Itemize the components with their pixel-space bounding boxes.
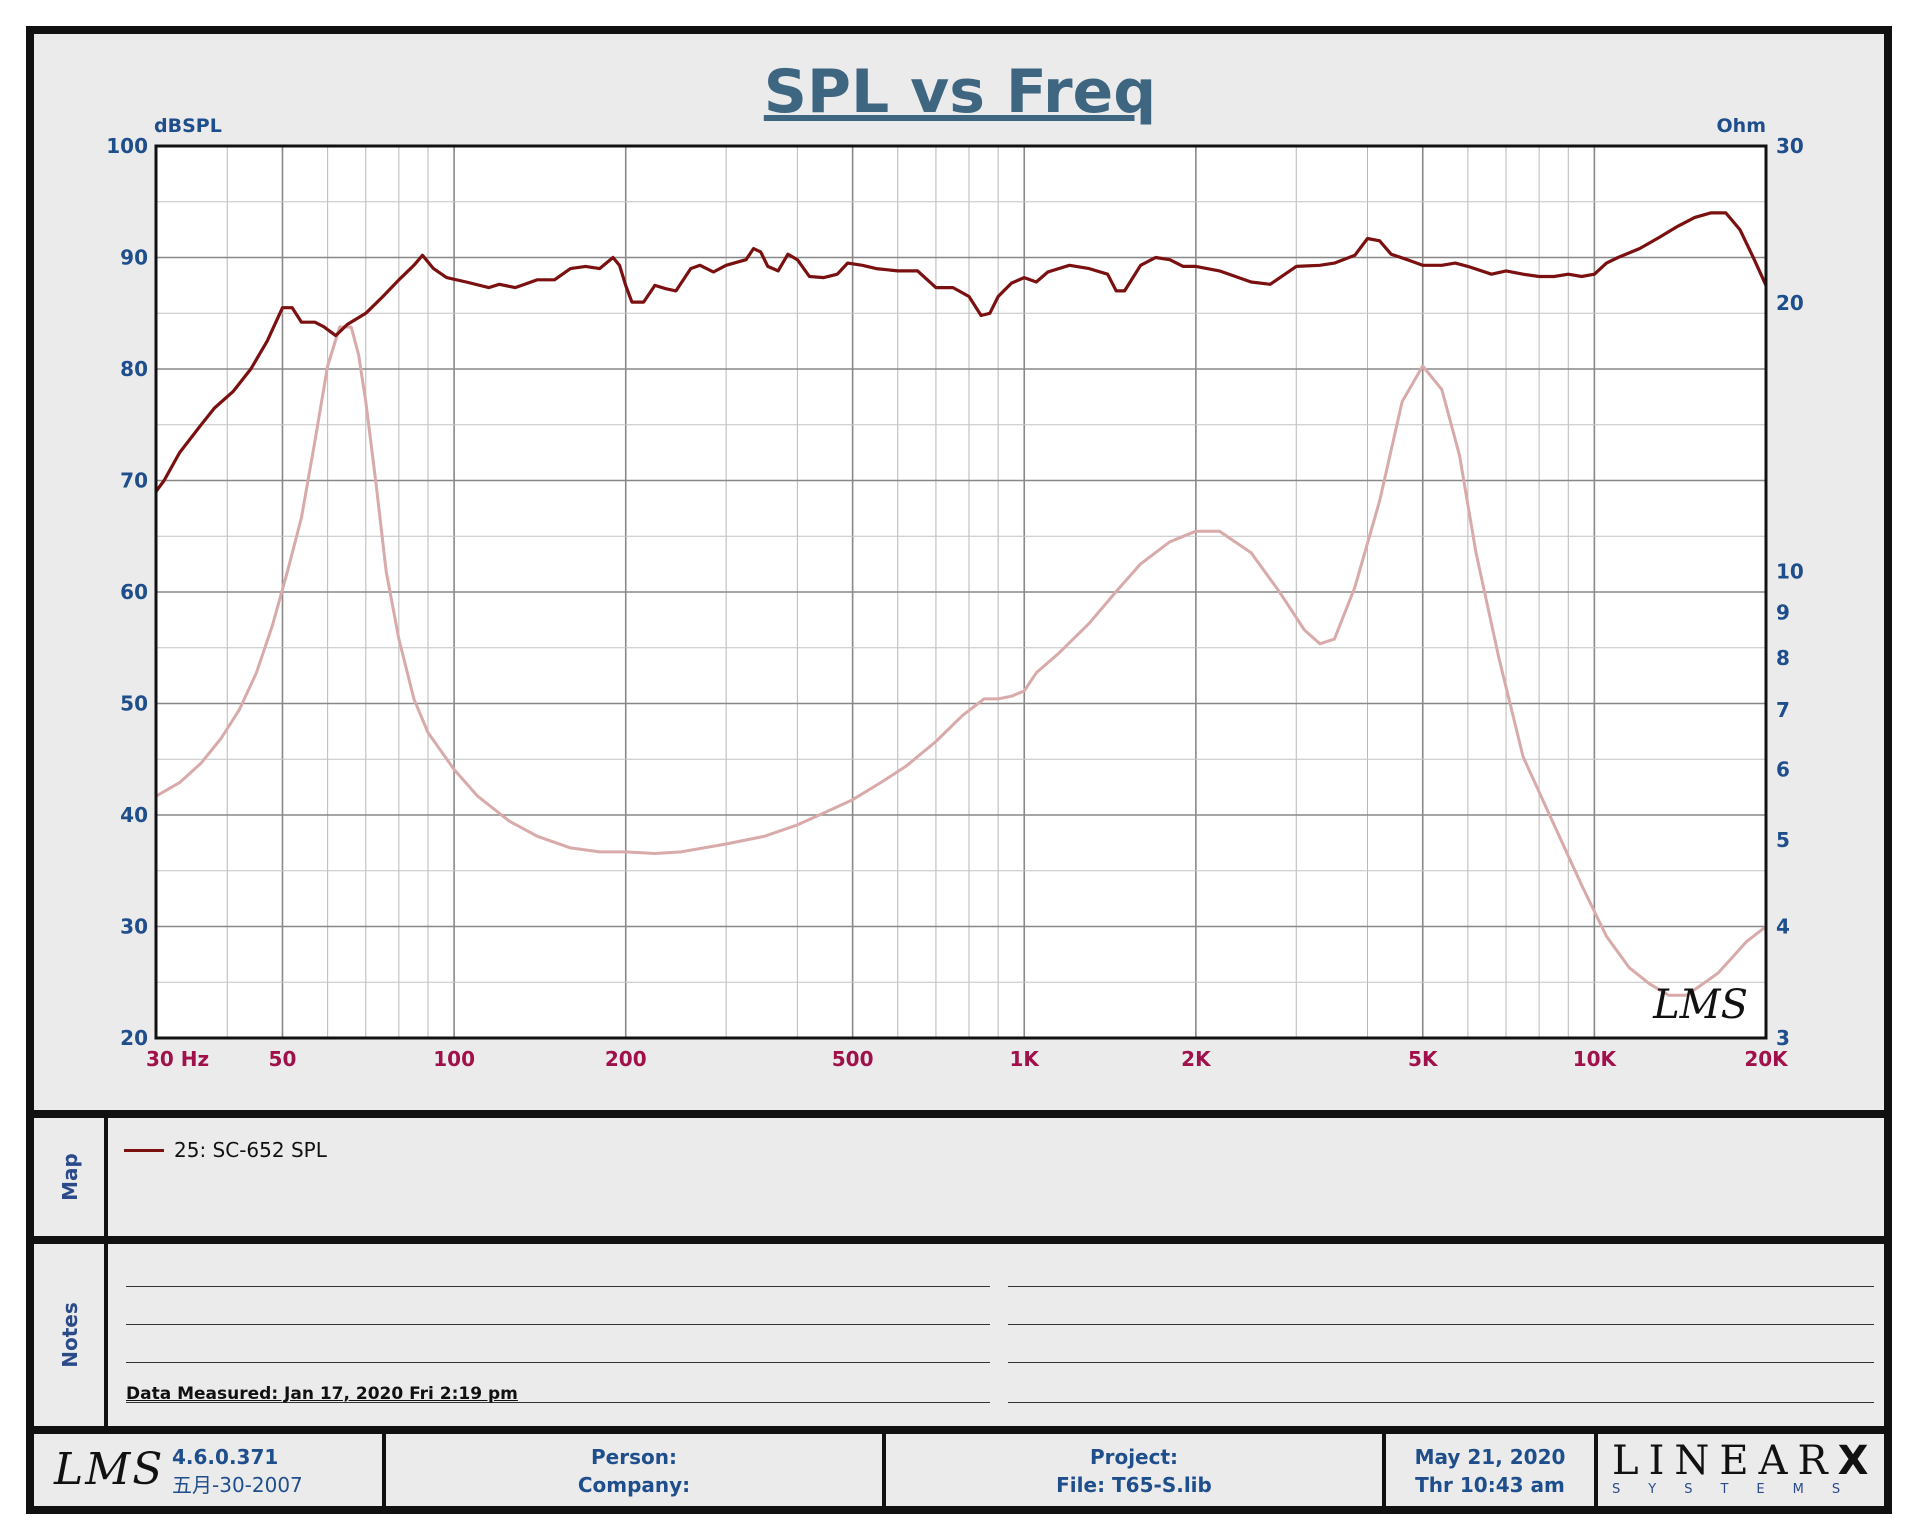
y-tick-label: 20 [120, 1026, 148, 1050]
file-label: File: T65-S.lib [1056, 1473, 1212, 1497]
data-measured: Data Measured: Jan 17, 2020 Fri 2:19 pm [126, 1384, 518, 1404]
note-line [126, 1324, 990, 1325]
footer-divider [1594, 1434, 1598, 1508]
brand-mark: X [1837, 1438, 1869, 1484]
brand-name: LINEAR [1612, 1438, 1838, 1484]
y2-tick-label: 8 [1776, 646, 1790, 670]
legend-entry: 25: SC-652 SPL [124, 1138, 327, 1162]
map-divider [104, 1118, 108, 1236]
y-tick-label: 60 [120, 580, 148, 604]
note-line [1008, 1324, 1874, 1325]
person-label: Person: [591, 1445, 677, 1469]
x-tick-label: 1K [1010, 1047, 1041, 1071]
footer-divider [882, 1434, 886, 1508]
note-line [1008, 1402, 1874, 1403]
note-line [1008, 1362, 1874, 1363]
footer-divider [382, 1434, 386, 1508]
x-tick-label: 200 [605, 1047, 647, 1071]
y-tick-label: 30 [120, 915, 148, 939]
version-block: 4.6.0.371 五月-30-2007 [172, 1436, 372, 1506]
lms-watermark: LMS [1652, 982, 1748, 1028]
map-panel-top-border [26, 1110, 1892, 1118]
note-line [1008, 1286, 1874, 1287]
y-tick-label: 50 [120, 692, 148, 716]
footer-divider [1382, 1434, 1386, 1508]
legend-swatch [124, 1148, 164, 1152]
print-date: May 21, 2020 [1414, 1445, 1566, 1469]
chart-title: SPL vs Freq [764, 57, 1156, 127]
x-tick-label: 500 [832, 1047, 874, 1071]
person-block: Person: Company: [386, 1436, 882, 1506]
notes-divider [104, 1244, 108, 1426]
note-line [126, 1362, 990, 1363]
y2-tick-label: 4 [1776, 915, 1790, 939]
x-tick-label: 2K [1181, 1047, 1212, 1071]
y2-axis-label: Ohm [1717, 115, 1766, 137]
y2-tick-label: 6 [1776, 757, 1790, 781]
note-line [126, 1286, 990, 1287]
y-tick-label: 40 [120, 803, 148, 827]
plot-border [154, 144, 1768, 1040]
project-label: Project: [1089, 1445, 1179, 1469]
y2-tick-label: 20 [1776, 291, 1804, 315]
map-tab: Map [34, 1118, 106, 1236]
spl-curve [154, 211, 1768, 493]
y-axis-label: dBSPL [154, 115, 222, 137]
notes-tab: Notes [34, 1244, 106, 1426]
y2-tick-label: 3 [1776, 1026, 1790, 1050]
y-tick-label: 80 [120, 357, 148, 381]
legend-label: 25: SC-652 SPL [174, 1138, 327, 1162]
x-tick-label: 30 Hz [146, 1047, 209, 1071]
version-number: 4.6.0.371 [172, 1445, 279, 1469]
y-tick-label: 90 [120, 246, 148, 270]
y2-tick-label: 7 [1776, 698, 1790, 722]
y-tick-label: 100 [106, 134, 148, 158]
y2-tick-label: 30 [1776, 134, 1804, 158]
y-tick-label: 70 [120, 469, 148, 493]
project-block: Project: File: T65-S.lib [886, 1436, 1382, 1506]
notes-panel-top-border [26, 1236, 1892, 1244]
y2-tick-label: 9 [1776, 600, 1790, 624]
x-tick-label: 20K [1744, 1047, 1789, 1071]
print-time: Thr 10:43 am [1415, 1473, 1565, 1497]
lms-logo: LMS [54, 1444, 165, 1495]
x-tick-label: 50 [269, 1047, 297, 1071]
notes-tab-label: Notes [57, 1302, 82, 1368]
footer-top-border [26, 1426, 1892, 1434]
map-tab-label: Map [58, 1153, 82, 1201]
note-line [126, 1402, 990, 1403]
linearx-logo: LINEARX SYSTEMS [1612, 1440, 1882, 1498]
date-block: May 21, 2020 Thr 10:43 am [1386, 1436, 1594, 1506]
version-date: 五月-30-2007 [172, 1473, 303, 1497]
company-label: Company: [577, 1473, 691, 1497]
brand-sub: SYSTEMS [1612, 1482, 1869, 1497]
y2-tick-label: 5 [1776, 828, 1790, 852]
x-tick-label: 100 [433, 1047, 475, 1071]
y2-tick-label: 10 [1776, 560, 1804, 584]
x-tick-label: 10K [1573, 1047, 1618, 1071]
impedance-curve [155, 325, 1767, 997]
x-tick-label: 5K [1408, 1047, 1439, 1071]
